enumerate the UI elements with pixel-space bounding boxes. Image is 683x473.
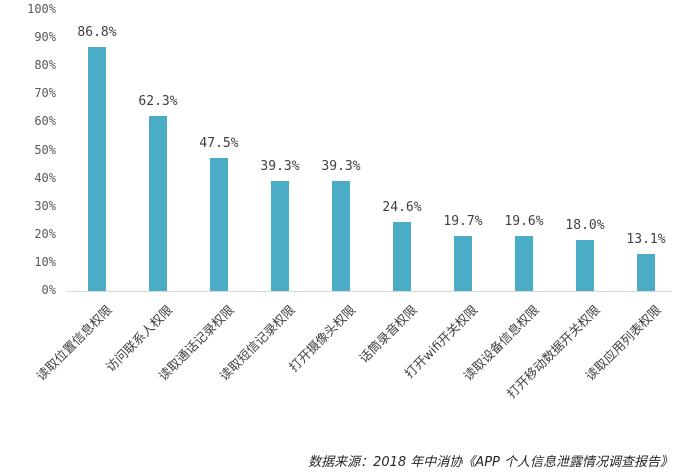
y-tick-label: 80% xyxy=(34,58,56,73)
y-tick-label: 30% xyxy=(34,198,56,213)
bar-value-label: 24.6% xyxy=(382,199,422,215)
y-tick-label: 60% xyxy=(34,114,56,129)
bar-value-label: 39.3% xyxy=(260,158,300,174)
y-tick-label: 90% xyxy=(34,30,56,45)
y-tick-label: 40% xyxy=(34,170,56,185)
bar-value-label: 47.5% xyxy=(199,135,239,151)
y-tick-label: 20% xyxy=(34,226,56,241)
y-tick-label: 50% xyxy=(34,142,56,157)
bar-value-label: 62.3% xyxy=(138,93,178,109)
x-axis-line xyxy=(66,291,672,292)
bar-value-label: 19.6% xyxy=(504,213,544,229)
bar-value-label: 13.1% xyxy=(626,232,666,248)
bar xyxy=(210,157,228,291)
y-tick-label: 100% xyxy=(27,2,56,16)
bar xyxy=(515,235,533,291)
bar xyxy=(88,47,106,291)
x-tick-label: 读取位置信息权限 xyxy=(33,302,115,384)
y-tick-label: 0% xyxy=(41,283,56,297)
bar-value-label: 18.0% xyxy=(565,218,605,234)
bar-value-label: 39.3% xyxy=(321,158,361,174)
bar xyxy=(454,235,472,291)
bar xyxy=(637,254,655,291)
bar xyxy=(576,240,594,291)
data-source-note: 数据来源：2018 年中消协《APP 个人信息泄露情况调查报告》 xyxy=(308,455,673,470)
bar xyxy=(332,180,350,291)
bar xyxy=(149,115,167,291)
bar xyxy=(393,221,411,291)
y-tick-label: 70% xyxy=(34,86,56,101)
bar xyxy=(271,180,289,291)
bar-value-label: 86.8% xyxy=(77,25,117,41)
y-tick-label: 10% xyxy=(34,254,56,269)
bar-value-label: 19.7% xyxy=(443,213,483,229)
